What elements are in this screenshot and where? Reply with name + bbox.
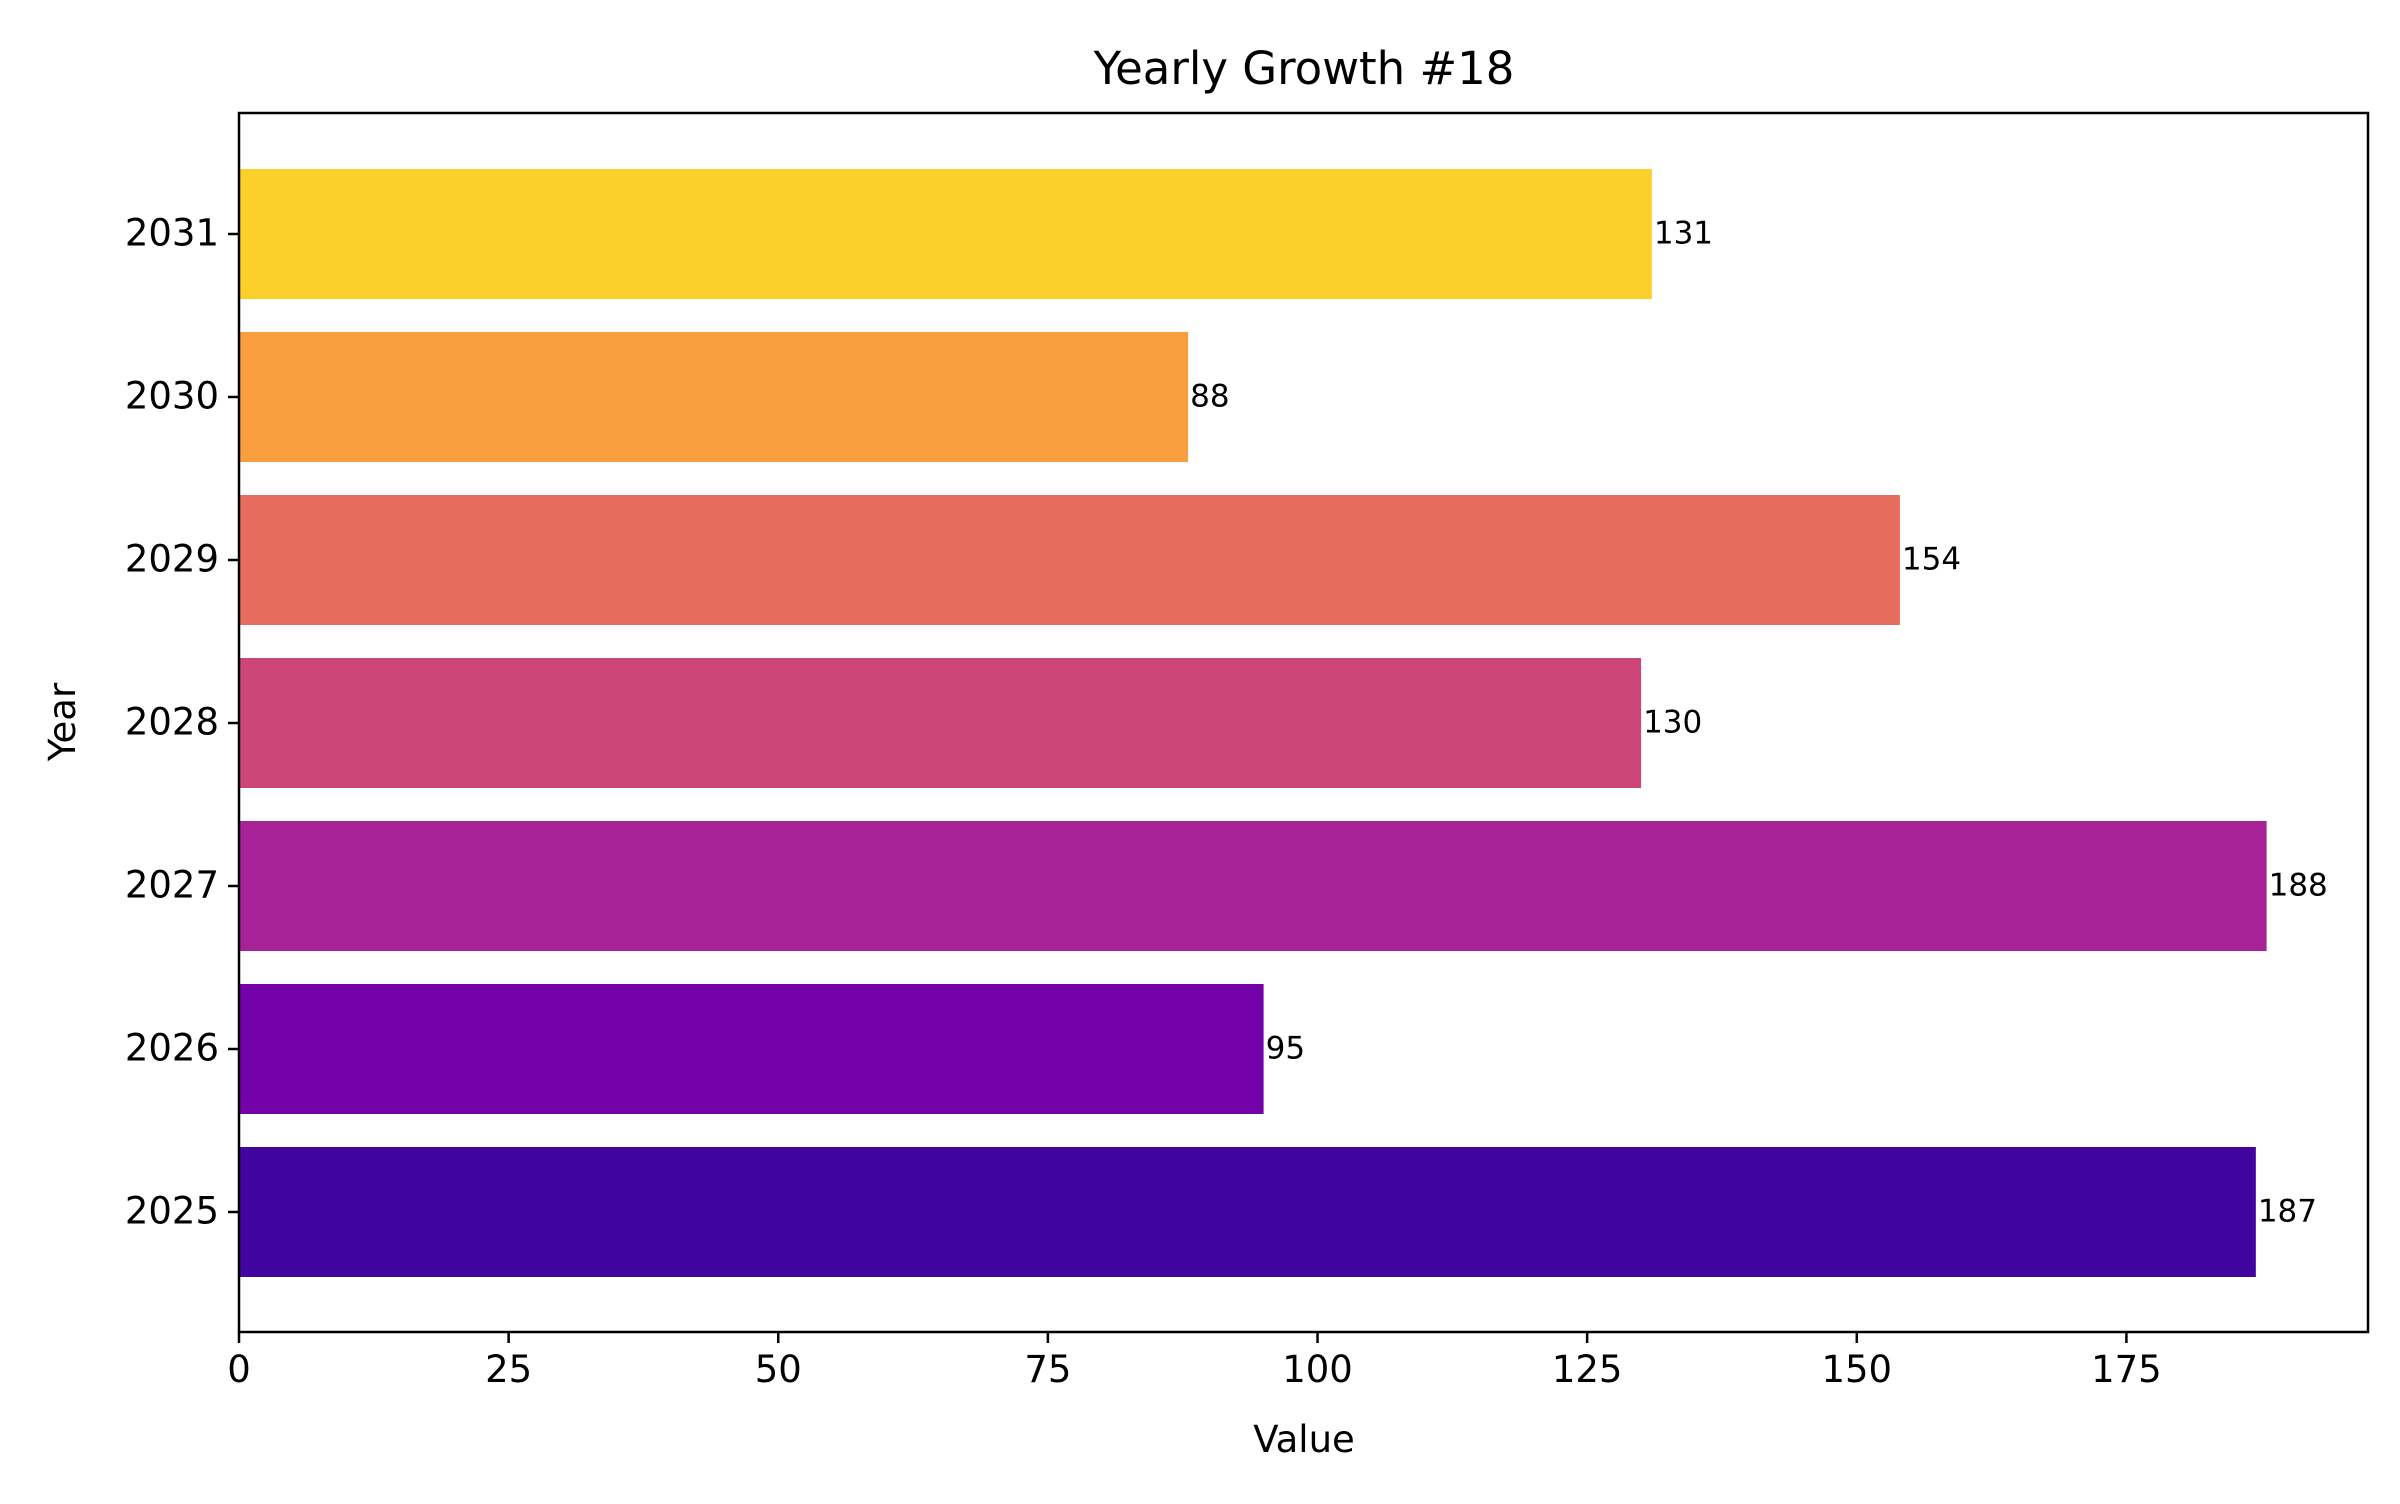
data-label-2025: 187: [2258, 1194, 2317, 1230]
data-label-2028: 130: [1643, 705, 1702, 741]
data-label-2027: 188: [2269, 868, 2328, 904]
bar-2027: [239, 821, 2267, 951]
x-tick-label-25: 25: [485, 1348, 532, 1391]
x-tick-label-150: 150: [1821, 1348, 1892, 1391]
bar-2025: [239, 1147, 2256, 1277]
bar-2030: [239, 332, 1189, 462]
x-tick-label-50: 50: [755, 1348, 802, 1391]
data-label-2030: 88: [1190, 379, 1229, 415]
y-tick-label-2025: 2025: [125, 1190, 219, 1233]
plot-frame: [237, 111, 2370, 1334]
bar-2028: [239, 658, 1642, 788]
x-tick-label-125: 125: [1552, 1348, 1623, 1391]
plot-area: 187 2025 95 2026 188 2027 130 2028 154 2029 88 2030…: [125, 169, 2328, 1391]
y-tick-label-2027: 2027: [125, 864, 219, 907]
x-tick-label-0: 0: [227, 1348, 251, 1391]
bar-2031: [239, 169, 1652, 299]
bar-2029: [239, 495, 1900, 625]
y-tick-label-2026: 2026: [125, 1027, 219, 1070]
chart-title: Yearly Growth #18: [1093, 42, 1515, 95]
y-tick-label-2029: 2029: [125, 538, 219, 581]
y-tick-label-2028: 2028: [125, 701, 219, 744]
data-label-2031: 131: [1654, 216, 1713, 252]
data-label-2029: 154: [1902, 542, 1961, 578]
y-tick-label-2030: 2030: [125, 375, 219, 418]
x-tick-label-175: 175: [2091, 1348, 2162, 1391]
x-axis-label: Value: [1253, 1418, 1355, 1461]
y-axis-label: Year: [41, 682, 84, 762]
x-tick-label-100: 100: [1282, 1348, 1353, 1391]
bar-2026: [239, 984, 1264, 1114]
x-tick-label-75: 75: [1024, 1348, 1071, 1391]
data-label-2026: 95: [1266, 1031, 1305, 1067]
y-tick-label-2031: 2031: [125, 212, 219, 255]
